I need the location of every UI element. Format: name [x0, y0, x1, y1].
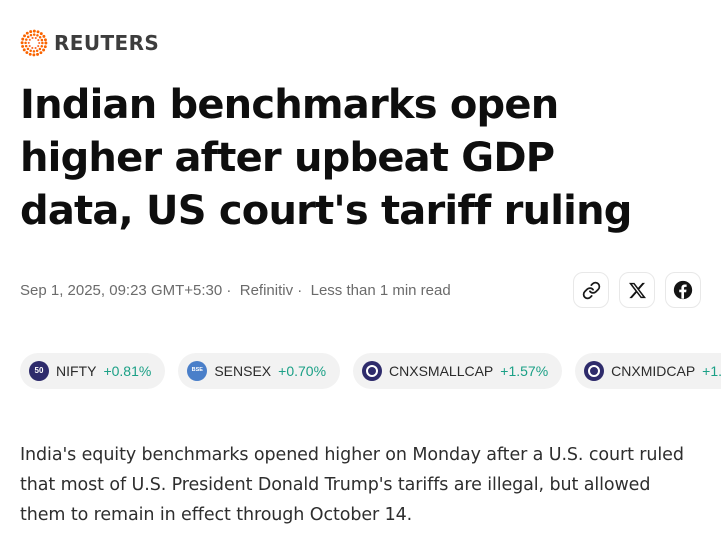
publish-date: Sep 1, 2025, 09:23 GMT+5:30 — [20, 282, 236, 299]
x-icon — [628, 282, 646, 298]
headline-line-1: Indian benchmarks open — [20, 82, 559, 128]
ticker-symbol: SENSEX — [214, 363, 272, 379]
bse-badge-icon: BSE — [187, 361, 208, 381]
share-buttons — [573, 272, 701, 308]
reuters-wordmark: REUTERS — [54, 31, 160, 55]
ticker-strip: 50 NIFTY +0.81% BSE SENSEX +0.70% CNXSMA… — [20, 353, 721, 389]
ticker-change: +0.81% — [103, 363, 152, 379]
byline: Sep 1, 2025, 09:23 GMT+5:30 Refinitiv Le… — [20, 282, 451, 299]
ticker-sensex[interactable]: BSE SENSEX +0.70% — [178, 353, 341, 389]
ticker-change: +0.70% — [278, 363, 327, 379]
ticker-symbol: NIFTY — [56, 363, 97, 379]
read-time: Less than 1 min read — [310, 281, 451, 299]
ticker-change: +1.57% — [500, 363, 549, 379]
share-facebook-button[interactable] — [665, 272, 701, 308]
source-label: Refinitiv — [240, 282, 307, 299]
link-icon — [582, 281, 600, 299]
ticker-cnxmidcap[interactable]: CNXMIDCAP +1.97% — [575, 353, 721, 389]
ticker-change: +1.97% — [702, 363, 721, 379]
ticker-cnxsmallcap[interactable]: CNXSMALLCAP +1.57% — [353, 353, 563, 389]
facebook-icon — [673, 280, 693, 300]
article-body-paragraph: India's equity benchmarks opened higher … — [20, 445, 684, 525]
nifty-50-badge-icon: 50 — [29, 361, 49, 381]
copy-link-button[interactable] — [573, 272, 609, 308]
nse-badge-icon — [362, 361, 383, 381]
headline-line-2: higher after upbeat GDP — [20, 135, 555, 181]
reuters-logo[interactable]: REUTERS — [20, 29, 159, 57]
article-headline: Indian benchmarks open higher after upbe… — [20, 79, 701, 238]
share-x-button[interactable] — [619, 272, 655, 308]
nse-badge-icon — [584, 361, 605, 381]
reuters-orb-icon — [20, 29, 48, 57]
byline-row: Sep 1, 2025, 09:23 GMT+5:30 Refinitiv Le… — [20, 272, 701, 308]
ticker-symbol: CNXSMALLCAP — [389, 363, 494, 379]
ticker-nifty[interactable]: 50 NIFTY +0.81% — [20, 353, 166, 389]
headline-line-3: data, US court's tariff ruling — [20, 188, 632, 234]
ticker-symbol: CNXMIDCAP — [611, 363, 696, 379]
